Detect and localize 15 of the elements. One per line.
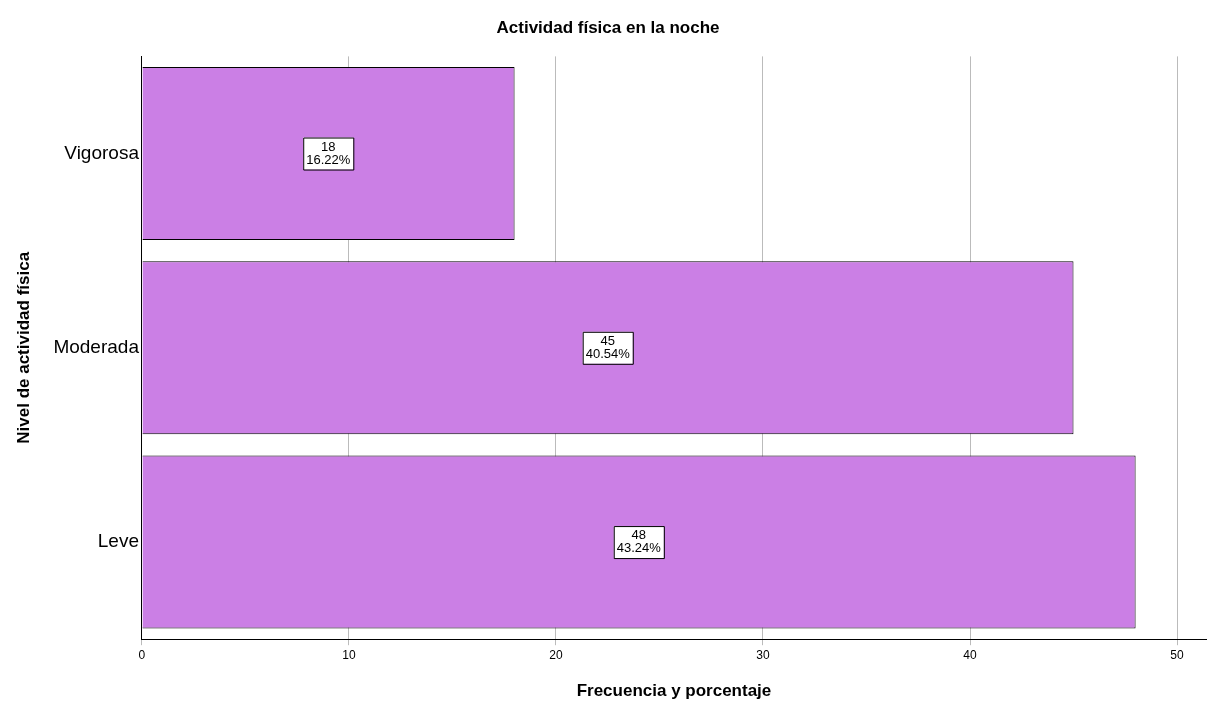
x-tick-label: 20 (549, 647, 563, 662)
x-axis-title: Frecuencia y porcentaje (576, 681, 772, 701)
y-tick-label: Moderada (53, 336, 140, 358)
x-tick-label: 30 (756, 647, 770, 662)
data-label: 18 16.22% (306, 138, 351, 167)
x-tick-label: 10 (342, 647, 356, 662)
data-label: 48 43.24% (616, 527, 662, 556)
x-tick-label: 0 (138, 647, 146, 662)
y-tick-label: Leve (97, 530, 139, 552)
y-axis-title: Nivel de actividad física (13, 251, 33, 444)
data-label: 45 40.54% (585, 332, 631, 361)
y-tick-label: Vigorosa (64, 141, 140, 163)
x-tick-label: 40 (963, 647, 977, 662)
chart-title: Actividad física en la noche (496, 17, 720, 37)
x-tick-label: 50 (1170, 647, 1185, 662)
